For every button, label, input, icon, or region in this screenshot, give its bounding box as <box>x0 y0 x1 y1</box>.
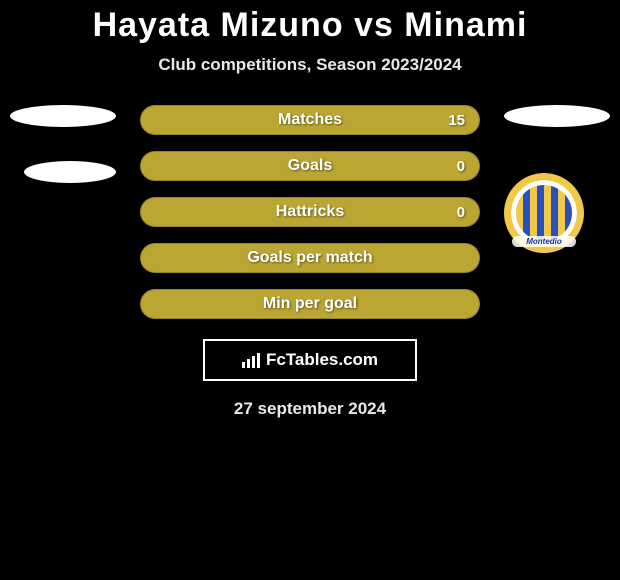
subtitle: Club competitions, Season 2023/2024 <box>0 55 620 75</box>
placeholder-ellipse <box>10 105 116 127</box>
stat-label: Goals per match <box>247 249 372 267</box>
date-label: 27 september 2024 <box>0 399 620 419</box>
stat-label: Min per goal <box>263 295 357 313</box>
stat-bar: Matches 15 <box>140 105 480 135</box>
page-title: Hayata Mizuno vs Minami <box>0 0 620 45</box>
comparison-panel: Montedio Matches 15 Goals 0 Hattricks 0 … <box>0 105 620 419</box>
stat-label: Hattricks <box>276 203 344 221</box>
right-player-marks: Montedio <box>504 105 610 253</box>
stat-bar: Hattricks 0 <box>140 197 480 227</box>
stat-value: 15 <box>448 112 465 129</box>
stat-label: Matches <box>278 111 342 129</box>
stat-bar: Min per goal <box>140 289 480 319</box>
stat-value: 0 <box>457 158 465 175</box>
stat-label: Goals <box>288 157 332 175</box>
bars-icon <box>242 353 260 368</box>
stat-value: 0 <box>457 204 465 221</box>
club-badge-text: Montedio <box>512 236 576 247</box>
stat-bar: Goals per match <box>140 243 480 273</box>
brand-text: FcTables.com <box>266 350 378 370</box>
club-badge-stripes <box>516 185 572 241</box>
brand-box: FcTables.com <box>203 339 417 381</box>
club-badge: Montedio <box>504 173 584 253</box>
left-player-marks <box>10 105 116 217</box>
placeholder-ellipse <box>504 105 610 127</box>
stat-bar: Goals 0 <box>140 151 480 181</box>
stat-bars: Matches 15 Goals 0 Hattricks 0 Goals per… <box>140 105 480 319</box>
placeholder-ellipse <box>24 161 116 183</box>
